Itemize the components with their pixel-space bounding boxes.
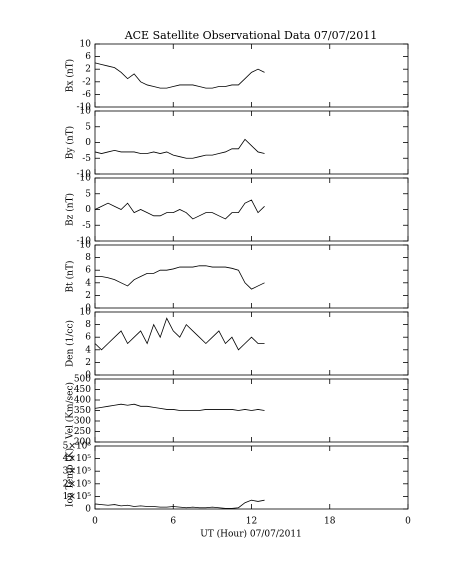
- y-tick-label: 10: [80, 308, 92, 318]
- y-tick-label: -10: [77, 170, 92, 180]
- x-axis-label: UT (Hour) 07/07/2011: [200, 529, 302, 540]
- y-tick-label: 300: [74, 417, 91, 427]
- y-tick-label: 2×10⁵: [63, 479, 92, 489]
- y-tick-label: 450: [74, 385, 91, 395]
- series-line: [94, 317, 265, 351]
- y-tick-label: 500: [74, 375, 91, 385]
- y-tick-label: 8: [85, 320, 91, 330]
- y-tick-label: 0: [85, 205, 91, 215]
- x-tick-label: 18: [324, 517, 336, 527]
- series-line: [94, 199, 265, 220]
- y-tick-label: 0: [85, 138, 91, 148]
- y-tick-label: -5: [82, 154, 91, 164]
- y-tick-label: 6: [85, 266, 91, 276]
- y-tick-label: 4×10⁵: [63, 454, 92, 464]
- y-axis-label: By (nT): [65, 126, 76, 159]
- y-tick-label: 250: [74, 427, 91, 437]
- y-tick-label: 350: [74, 406, 91, 416]
- y-tick-label: 2: [85, 358, 91, 368]
- series-line: [94, 403, 265, 411]
- y-tick-label: 2: [85, 291, 91, 301]
- x-tick-label: 0: [92, 517, 98, 527]
- series-line: [94, 499, 265, 509]
- x-tick-label: 6: [170, 517, 176, 527]
- y-axis-label: Den (1/cc): [65, 320, 76, 367]
- y-tick-label: 400: [74, 396, 91, 406]
- y-tick-label: 200: [74, 438, 91, 448]
- y-tick-label: -10: [77, 103, 92, 113]
- y-tick-label: 5: [85, 122, 91, 132]
- y-axis-label: Bx (nT): [65, 59, 76, 92]
- y-tick-label: 4: [85, 345, 91, 355]
- series-line: [94, 138, 265, 159]
- y-tick-label: 10: [80, 241, 92, 251]
- y-tick-label: 0: [85, 371, 91, 381]
- y-tick-label: -5: [82, 221, 91, 231]
- y-tick-label: 10: [80, 174, 92, 184]
- y-axis-label: Ion Temp (K): [65, 448, 76, 507]
- y-axis-label: Bt (nT): [65, 261, 76, 293]
- y-tick-label: 3×10⁵: [63, 467, 92, 477]
- y-tick-label: 8: [85, 253, 91, 263]
- y-tick-label: 2: [85, 65, 91, 75]
- y-tick-label: 6: [85, 333, 91, 343]
- y-tick-label: 6: [85, 52, 91, 62]
- series-line: [94, 62, 265, 89]
- x-tick-label: 0: [405, 517, 411, 527]
- x-tick-label: 12: [246, 517, 257, 527]
- panel-frame: [94, 445, 409, 510]
- y-tick-label: 10: [80, 107, 92, 117]
- y-tick-label: -10: [77, 237, 92, 247]
- panel-frame: [94, 110, 409, 175]
- y-tick-label: 5: [85, 189, 91, 199]
- y-axis-label: Vel (Km/sec): [65, 382, 76, 440]
- y-tick-label: 0: [85, 505, 91, 515]
- y-tick-label: -6: [82, 90, 91, 100]
- panel-frame: [94, 244, 409, 309]
- y-tick-label: 4: [85, 278, 91, 288]
- panel-frame: [94, 177, 409, 242]
- y-tick-label: 10: [80, 40, 92, 50]
- panel-frame: [94, 43, 409, 108]
- chart-title: ACE Satellite Observational Data 07/07/2…: [124, 29, 378, 42]
- y-tick-label: -2: [82, 77, 91, 87]
- y-axis-label: Bz (nT): [65, 193, 76, 226]
- series-line: [95, 265, 265, 290]
- y-tick-label: 5×10⁵: [63, 442, 92, 452]
- panel-frame: [94, 311, 409, 376]
- y-tick-label: 1×10⁵: [63, 492, 92, 502]
- y-tick-label: 0: [85, 304, 91, 314]
